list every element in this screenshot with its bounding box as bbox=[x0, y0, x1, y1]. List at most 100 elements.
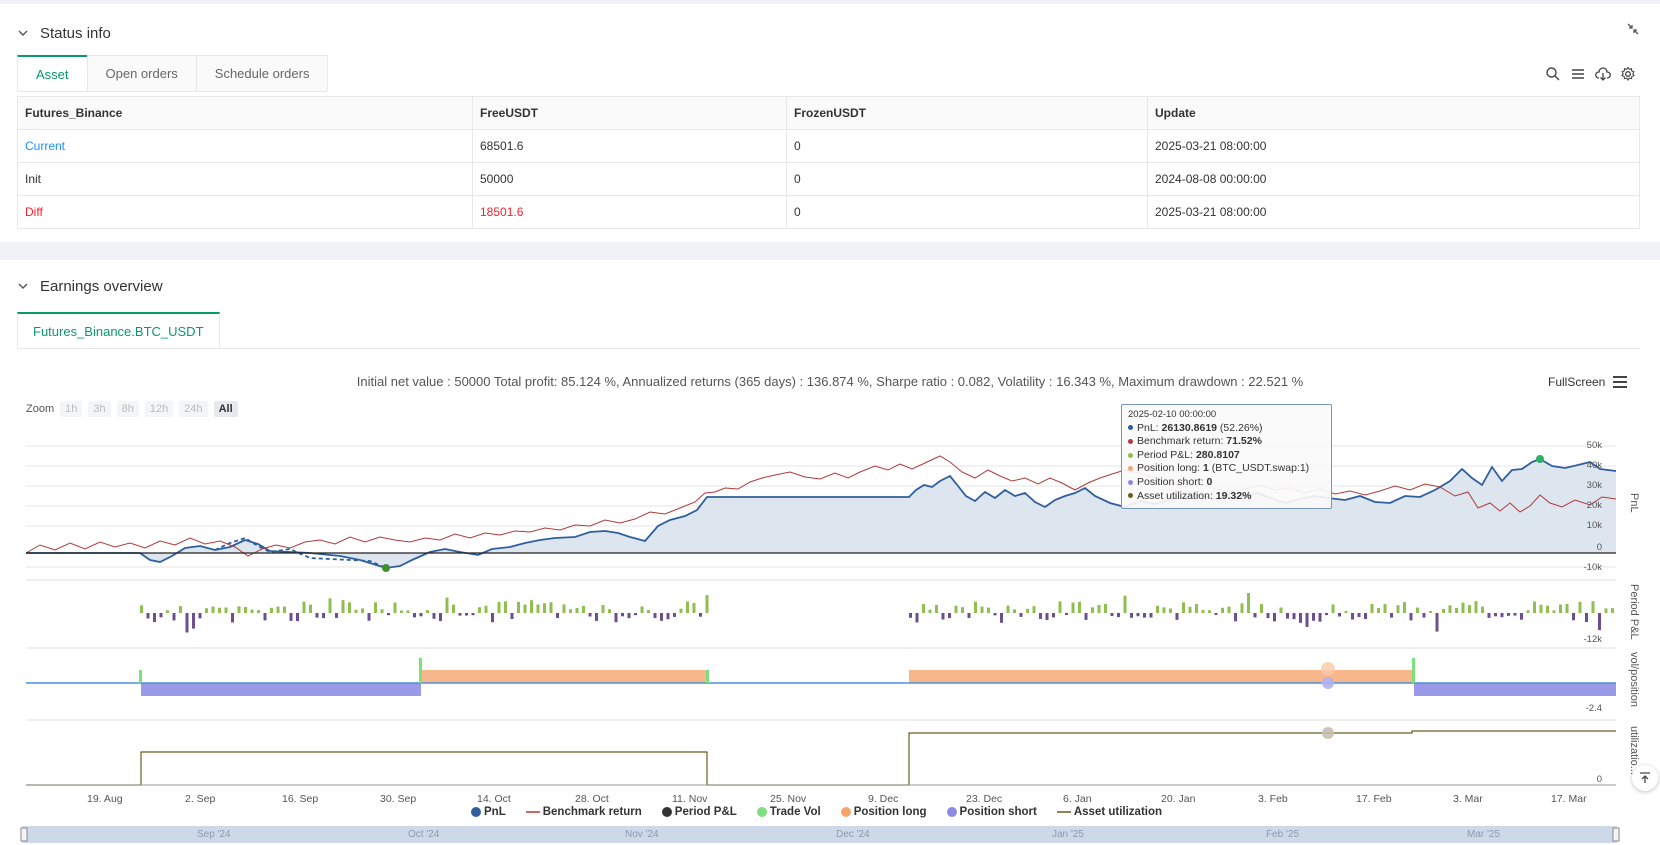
x-tick-label: 17. Mar bbox=[1551, 793, 1587, 805]
x-tick-label: 2. Sep bbox=[185, 793, 216, 805]
legend-trade-vol[interactable]: Trade Vol bbox=[756, 806, 821, 818]
period-pnl-bar bbox=[159, 613, 163, 618]
arrow-up-icon bbox=[1640, 772, 1650, 783]
legend-label: PnL bbox=[484, 806, 506, 818]
period-pnl-bar bbox=[1468, 605, 1471, 613]
period-pnl-bar bbox=[432, 613, 436, 619]
period-pnl-bar bbox=[673, 613, 676, 617]
status-info-header[interactable]: Status info bbox=[16, 21, 111, 45]
tooltip-label: Asset utilization: bbox=[1137, 489, 1216, 502]
period-pnl-bar bbox=[1533, 601, 1536, 613]
navigator-handle-left[interactable] bbox=[20, 827, 28, 842]
period-pnl-bar bbox=[679, 608, 683, 613]
legend-period-pnl[interactable]: Period P&L bbox=[661, 806, 737, 818]
period-pnl-bar bbox=[1240, 603, 1244, 613]
navigator-track[interactable] bbox=[22, 826, 1617, 843]
period-pnl-bar bbox=[549, 602, 553, 613]
x-tick-label: 19. Aug bbox=[87, 793, 123, 805]
benchmark-line bbox=[25, 455, 1617, 557]
period-pnl-bar bbox=[146, 613, 150, 619]
gear-icon[interactable] bbox=[1620, 66, 1636, 82]
period-pnl-bar bbox=[185, 613, 189, 633]
list-icon[interactable] bbox=[1570, 66, 1586, 82]
period-pnl-bar bbox=[621, 613, 624, 617]
period-pnl-bar bbox=[1435, 613, 1439, 632]
zoom-1h-button[interactable]: 1h bbox=[60, 401, 83, 417]
navigator-label: Oct '24 bbox=[408, 829, 440, 840]
pnl-dashed-segment bbox=[214, 537, 387, 569]
menu-icon[interactable] bbox=[1612, 375, 1628, 389]
period-pnl-bar bbox=[348, 602, 351, 613]
tab-futures-binance-btc-usdt[interactable]: Futures_Binance.BTC_USDT bbox=[17, 312, 220, 348]
period-pnl-bar bbox=[1461, 602, 1465, 613]
chevron-down-icon[interactable] bbox=[16, 26, 30, 40]
legend-asset-utilization[interactable]: Asset utilization bbox=[1056, 806, 1162, 818]
period-pnl-bar bbox=[1104, 603, 1107, 613]
zoom-12h-button[interactable]: 12h bbox=[144, 401, 174, 417]
period-pnl-bar bbox=[1390, 613, 1393, 618]
trade-vol-mark bbox=[139, 670, 142, 683]
period-pnl-bar bbox=[640, 606, 644, 613]
legend-benchmark[interactable]: Benchmark return bbox=[525, 806, 642, 818]
row-label-current[interactable]: Current bbox=[17, 129, 473, 163]
tab-schedule-orders[interactable]: Schedule orders bbox=[195, 55, 329, 91]
zoom-8h-button[interactable]: 8h bbox=[116, 401, 139, 417]
legend-pnl[interactable]: PnL bbox=[470, 806, 506, 818]
period-pnl-bar bbox=[1175, 613, 1179, 620]
legend-label: Benchmark return bbox=[542, 806, 642, 818]
period-pnl-bar bbox=[582, 605, 585, 613]
period-pnl-bar bbox=[354, 609, 358, 613]
cloud-download-icon[interactable] bbox=[1595, 66, 1611, 82]
navigator-handle-right[interactable] bbox=[1612, 827, 1620, 842]
period-pnl-bar bbox=[666, 613, 670, 620]
util-dot-icon bbox=[1128, 493, 1133, 499]
period-pnl-bar bbox=[1338, 613, 1341, 617]
tooltip-label: PnL: bbox=[1137, 421, 1162, 434]
line-icon bbox=[1056, 811, 1071, 813]
fullscreen-button[interactable]: FullScreen bbox=[1548, 375, 1605, 389]
y-tick: 20k bbox=[1586, 500, 1602, 511]
hover-marker bbox=[1322, 677, 1334, 689]
period-pnl-bar bbox=[367, 613, 371, 621]
tooltip-long: Position long: 1 (BTC_USDT.swap:1) bbox=[1128, 462, 1325, 476]
tab-asset[interactable]: Asset bbox=[17, 55, 88, 91]
legend-position-long[interactable]: Position long bbox=[840, 806, 927, 818]
period-pnl-bar bbox=[283, 606, 286, 613]
navigator-label: Nov '24 bbox=[625, 829, 659, 840]
col-free-usdt: FreeUSDT bbox=[472, 96, 787, 130]
col-frozen-usdt: FrozenUSDT bbox=[786, 96, 1148, 130]
zoom-24h-button[interactable]: 24h bbox=[179, 401, 208, 417]
period-pnl-bar bbox=[1487, 613, 1491, 618]
legend-position-short[interactable]: Position short bbox=[946, 806, 1037, 818]
tooltip-label: Position short: bbox=[1137, 475, 1207, 488]
period-pnl-bar bbox=[1234, 613, 1237, 622]
search-icon[interactable] bbox=[1545, 66, 1561, 82]
x-tick-label: 3. Mar bbox=[1453, 793, 1483, 805]
period-pnl-bar bbox=[1299, 613, 1302, 623]
zoom-label: Zoom bbox=[26, 403, 55, 415]
chevron-down-icon[interactable] bbox=[16, 279, 30, 293]
cell-value: 18501.6 bbox=[472, 195, 787, 229]
tooltip-value: 280.8107 bbox=[1195, 448, 1240, 461]
zoom-3h-button[interactable]: 3h bbox=[88, 401, 111, 417]
period-pnl-bar bbox=[1292, 613, 1296, 620]
zoom-all-button[interactable]: All bbox=[213, 401, 238, 417]
period-pnl-bar bbox=[1591, 601, 1595, 613]
period-pnl-bar bbox=[1091, 607, 1094, 613]
back-to-top-button[interactable] bbox=[1632, 765, 1658, 791]
period-pnl-bar bbox=[387, 613, 390, 616]
period-pnl-bar bbox=[1221, 607, 1224, 613]
period-pnl-bar bbox=[634, 613, 637, 616]
period-pnl-bar bbox=[250, 609, 254, 613]
collapse-icon[interactable] bbox=[1626, 22, 1640, 36]
period-pnl-bar bbox=[614, 613, 618, 623]
period-pnl-bar bbox=[928, 609, 932, 613]
earnings-overview-header[interactable]: Earnings overview bbox=[16, 274, 163, 298]
period-pnl-bar bbox=[961, 607, 964, 613]
period-pnl-bar bbox=[1546, 605, 1549, 613]
period-pnl-bar bbox=[1162, 607, 1166, 613]
period-pnl-bar bbox=[400, 610, 403, 613]
period-pnl-bar bbox=[1032, 606, 1036, 613]
period-pnl-bar bbox=[1123, 595, 1127, 613]
